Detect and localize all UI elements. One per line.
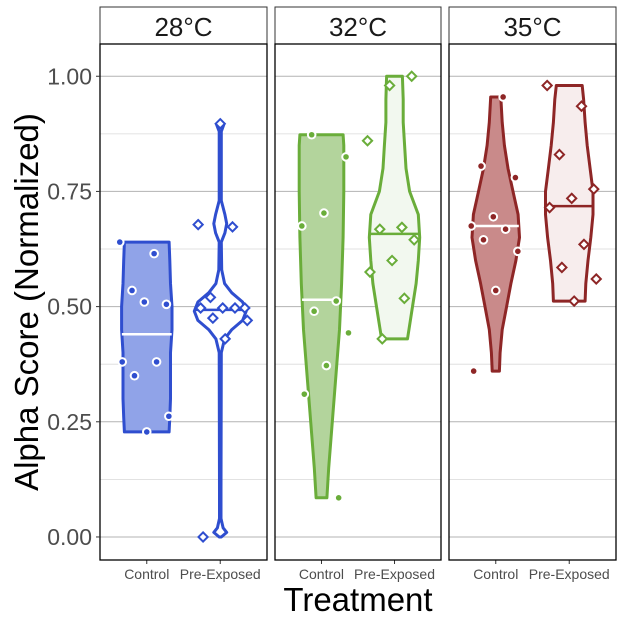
data-point	[197, 530, 210, 543]
data-point	[398, 292, 411, 305]
data-point	[500, 224, 511, 235]
panels: 28°C Control Pre-Exposed 32°C Control Pre-Exp…	[99, 6, 617, 582]
facet-strip	[99, 6, 268, 45]
facet-label: 35°C	[503, 12, 561, 42]
data-point	[590, 272, 603, 285]
data-point	[297, 221, 307, 231]
data-point	[204, 291, 217, 304]
data-point	[194, 301, 207, 315]
x-axis-title: Treatment	[283, 581, 432, 618]
data-point	[386, 254, 399, 267]
data-point	[331, 296, 342, 306]
facet-label: 32°C	[329, 12, 387, 42]
data-point	[151, 357, 162, 367]
data-point	[363, 266, 376, 279]
panel-border	[274, 43, 442, 561]
data-point	[565, 192, 578, 205]
data-point	[577, 238, 590, 251]
x-tick-label: Pre-Exposed	[354, 566, 435, 582]
data-point	[319, 208, 329, 218]
data-point	[139, 297, 150, 307]
data-point	[343, 328, 354, 338]
data-point	[206, 312, 219, 325]
data-point	[228, 301, 241, 315]
y-axis: 0.00 0.25 0.50 0.75 1.00	[47, 63, 100, 550]
data-point	[383, 79, 396, 92]
data-point	[488, 211, 499, 222]
data-point	[361, 134, 374, 147]
data-point	[226, 220, 239, 233]
data-point	[541, 79, 554, 92]
panel-background	[449, 44, 616, 560]
y-tick-label: 0.25	[47, 409, 92, 435]
violin-control	[470, 95, 521, 373]
data-point	[498, 92, 508, 102]
y-tick-label: 0.00	[47, 524, 92, 550]
facet-strip	[448, 6, 617, 45]
data-point	[219, 332, 232, 345]
data-point	[238, 301, 251, 315]
data-point	[321, 360, 332, 371]
data-point	[306, 129, 317, 140]
data-point	[161, 299, 172, 310]
data-point	[333, 493, 344, 503]
data-point	[510, 172, 521, 183]
data-point	[478, 235, 489, 245]
violin-pre-exposed	[367, 74, 422, 341]
data-point	[114, 237, 125, 247]
data-point	[490, 285, 501, 296]
data-point	[214, 117, 227, 130]
data-point	[149, 248, 159, 259]
data-point	[553, 148, 566, 161]
data-point	[466, 221, 477, 231]
data-point	[543, 201, 556, 214]
data-point	[241, 314, 254, 327]
y-tick-label: 1.00	[47, 63, 92, 89]
x-tick-label: Pre-Exposed	[529, 566, 610, 582]
x-tick-label: Control	[299, 566, 344, 582]
data-point	[575, 100, 588, 113]
y-tick-label: 0.50	[47, 294, 92, 320]
data-point	[341, 152, 351, 162]
panel-background	[275, 44, 441, 560]
data-point	[117, 357, 128, 367]
data-point	[127, 285, 137, 296]
violin-control	[120, 240, 174, 434]
facet-panel: 35°C Control Pre-Exposed	[448, 6, 617, 582]
violin-control	[297, 133, 346, 500]
data-point	[373, 223, 386, 236]
data-point	[513, 246, 523, 257]
data-point	[216, 301, 229, 315]
violin-pre-exposed	[544, 84, 595, 303]
data-point	[587, 183, 600, 196]
data-point	[408, 233, 421, 246]
data-point	[476, 161, 486, 171]
data-point	[192, 218, 205, 231]
data-point	[405, 70, 418, 83]
facet-panel: 28°C Control Pre-Exposed	[99, 6, 268, 582]
data-point	[468, 366, 479, 376]
facet-strip	[274, 6, 442, 45]
x-tick-label: Control	[124, 566, 169, 582]
data-point	[568, 295, 581, 308]
x-tick-label: Control	[473, 566, 518, 582]
data-point	[141, 427, 152, 437]
data-point	[164, 411, 174, 422]
facet-panel: 32°C Control Pre-Exposed	[274, 6, 442, 582]
panel-border	[448, 43, 617, 561]
data-point	[309, 306, 319, 317]
facet-label: 28°C	[154, 12, 212, 42]
data-point	[395, 221, 408, 234]
y-axis-title: Alpha Score (Normalized)	[8, 113, 45, 491]
data-point	[299, 389, 310, 399]
y-tick-label: 0.75	[47, 178, 92, 204]
data-point	[376, 332, 389, 345]
data-point	[129, 370, 140, 381]
x-tick-label: Pre-Exposed	[180, 566, 261, 582]
panel-border	[99, 43, 268, 561]
data-point	[555, 261, 568, 274]
